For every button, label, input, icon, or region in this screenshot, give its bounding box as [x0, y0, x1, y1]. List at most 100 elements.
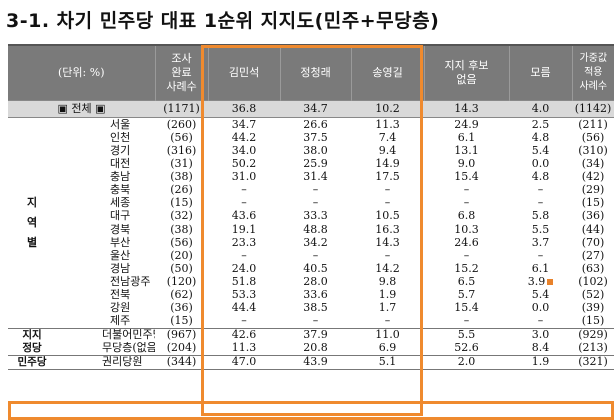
row-sample-count: (62) — [170, 288, 193, 302]
row-sample-count: (316) — [166, 144, 197, 157]
row-label: 경기 — [110, 144, 131, 157]
group-label-party: 지지 정당 — [8, 327, 56, 356]
row-value-none: – — [463, 314, 470, 328]
row-value-dk: – — [537, 183, 544, 197]
row-sample-count: (36) — [170, 301, 193, 315]
header-unit: (단위: %) — [8, 46, 156, 101]
table-row: 경기 (316) 34.0 38.0 9.4 13.1 5.4 (310) — [8, 144, 614, 157]
row-value-c2: 20.8 — [303, 341, 328, 355]
row-value-none: 15.4 — [454, 301, 479, 315]
table-row: 지지 정당더불어민주당(967)42.637.911.05.53.0(929) — [8, 327, 614, 356]
header-candidate-1: 김민석 — [207, 46, 281, 101]
row-value-c3: 9.4 — [378, 144, 397, 157]
row-value-none: 6.5 — [457, 275, 476, 288]
table-row: 지 역 별 서울 (260) 34.7 26.6 11.3 24.9 2.5 (211) — [8, 117, 614, 249]
row-value-c3: 7.4 — [378, 131, 397, 144]
row-label: 충북 — [110, 183, 131, 197]
row-sample-count: (56) — [170, 235, 193, 249]
table-row: 충북 (26) – – – – – (29) — [8, 183, 614, 196]
row-value-dk: – — [537, 314, 544, 328]
row-value-c2: 38.5 — [303, 301, 328, 315]
row-label: 더불어민주당 — [56, 327, 156, 342]
row-value-c3: 1.7 — [378, 301, 397, 315]
row-value-c3: – — [384, 196, 391, 210]
row-value-dk: – — [537, 196, 544, 210]
row-value-dk: 6.1 — [531, 262, 550, 275]
row-weighted-count: (15) — [581, 314, 605, 328]
row-value-c2: 38.0 — [303, 144, 328, 157]
row-value-c2: – — [312, 248, 319, 262]
table-row: 전남광주 (120) 51.8 28.0 9.8 6.5 3.9 (102) — [8, 275, 614, 288]
table-row: 충남 (38) 31.0 31.4 17.5 15.4 4.8 (42) — [8, 170, 614, 183]
row-value-none: 24.6 — [454, 235, 479, 249]
total-c2: 34.7 — [280, 100, 352, 118]
row-label: 부산 — [110, 235, 131, 249]
row-label: 권리당원 — [56, 354, 156, 370]
row-label: 대전 — [110, 157, 131, 171]
group-label-dem: 민주당 — [8, 354, 56, 370]
row-value-none: 15.4 — [454, 170, 479, 184]
row-value-c2: 26.6 — [303, 117, 328, 131]
row-label: 제주 — [110, 314, 131, 328]
row-value-c2: 37.5 — [303, 131, 328, 144]
row-value-c2: 31.4 — [303, 170, 328, 184]
row-weighted-count: (929) — [572, 327, 614, 342]
row-value-c1: 51.8 — [231, 275, 257, 288]
row-value-c3: 14.3 — [375, 235, 400, 249]
row-value-c1: 31.0 — [231, 170, 257, 184]
row-value-c2: – — [312, 183, 319, 197]
row-value-dk: 5.5 — [531, 222, 550, 236]
row-value-dk: 8.4 — [531, 341, 550, 355]
row-value-c3: 11.3 — [375, 117, 400, 131]
row-sample-count: (32) — [170, 209, 193, 223]
total-row: ▣ 전체 ▣ (1171) 36.8 34.7 10.2 14.3 4.0 (1… — [8, 100, 614, 118]
row-value-c3: 6.9 — [378, 341, 397, 355]
row-value-dk: 3.9 — [509, 275, 572, 288]
row-value-c3: – — [384, 314, 391, 328]
row-value-c3: – — [384, 248, 391, 262]
row-weighted-count: (310) — [578, 144, 608, 157]
row-value-c1: 42.6 — [208, 327, 281, 342]
row-value-c3: 9.8 — [378, 275, 397, 288]
row-weighted-count: (27) — [581, 248, 605, 262]
marker-square — [547, 278, 554, 285]
row-weighted-count: (39) — [581, 301, 605, 315]
table-row: 부산 (56) 23.3 34.2 14.3 24.6 3.7 (70) — [8, 236, 614, 249]
row-value-c2: 28.0 — [303, 275, 328, 288]
row-label: 대구 — [110, 209, 131, 223]
row-value-c1: 34.0 — [231, 144, 257, 157]
row-value-c2: – — [312, 196, 319, 210]
row-sample-count: (260) — [166, 117, 197, 131]
row-value-c1: 11.3 — [231, 341, 257, 355]
row-sample-count: (967) — [155, 327, 209, 342]
header-sample-count: 조사 완료 사례수 — [154, 46, 209, 101]
row-value-dk: 5.4 — [531, 288, 550, 302]
row-value-c3: 11.0 — [351, 327, 425, 342]
row-label: 충남 — [110, 170, 131, 184]
row-weighted-count: (29) — [581, 183, 605, 197]
row-weighted-count: (52) — [581, 288, 605, 302]
row-value-none: 13.1 — [454, 144, 479, 157]
row-value-c1: 44.2 — [231, 131, 257, 144]
group-label-region: 지 역 별 — [26, 195, 38, 249]
row-sample-count: (50) — [170, 262, 193, 275]
table-row: 대전 (31) 50.2 25.9 14.9 9.0 0.0 (34) — [8, 157, 614, 170]
header-dont-know: 모름 — [508, 46, 573, 101]
row-value-dk: 3.7 — [531, 235, 550, 249]
row-sample-count: (15) — [170, 314, 193, 328]
row-sample-count: (15) — [170, 196, 193, 210]
row-value-c1: – — [241, 248, 247, 262]
row-sample-count: (38) — [170, 170, 193, 184]
row-value-c2: 43.9 — [280, 354, 352, 370]
row-value-c3: 1.9 — [378, 288, 397, 302]
row-value-dk: – — [537, 248, 544, 262]
row-value-none: 15.2 — [454, 262, 479, 275]
table-row: 울산 (20) – – – – – (27) — [8, 249, 614, 262]
row-value-none: 10.3 — [454, 222, 479, 236]
row-value-none: 2.0 — [424, 354, 510, 370]
row-weighted-count: (63) — [581, 262, 605, 275]
row-value-c2: – — [312, 314, 319, 328]
row-weighted-count: (34) — [581, 157, 605, 171]
row-value-c3: 14.9 — [375, 157, 400, 171]
row-label: 경북 — [110, 222, 131, 236]
